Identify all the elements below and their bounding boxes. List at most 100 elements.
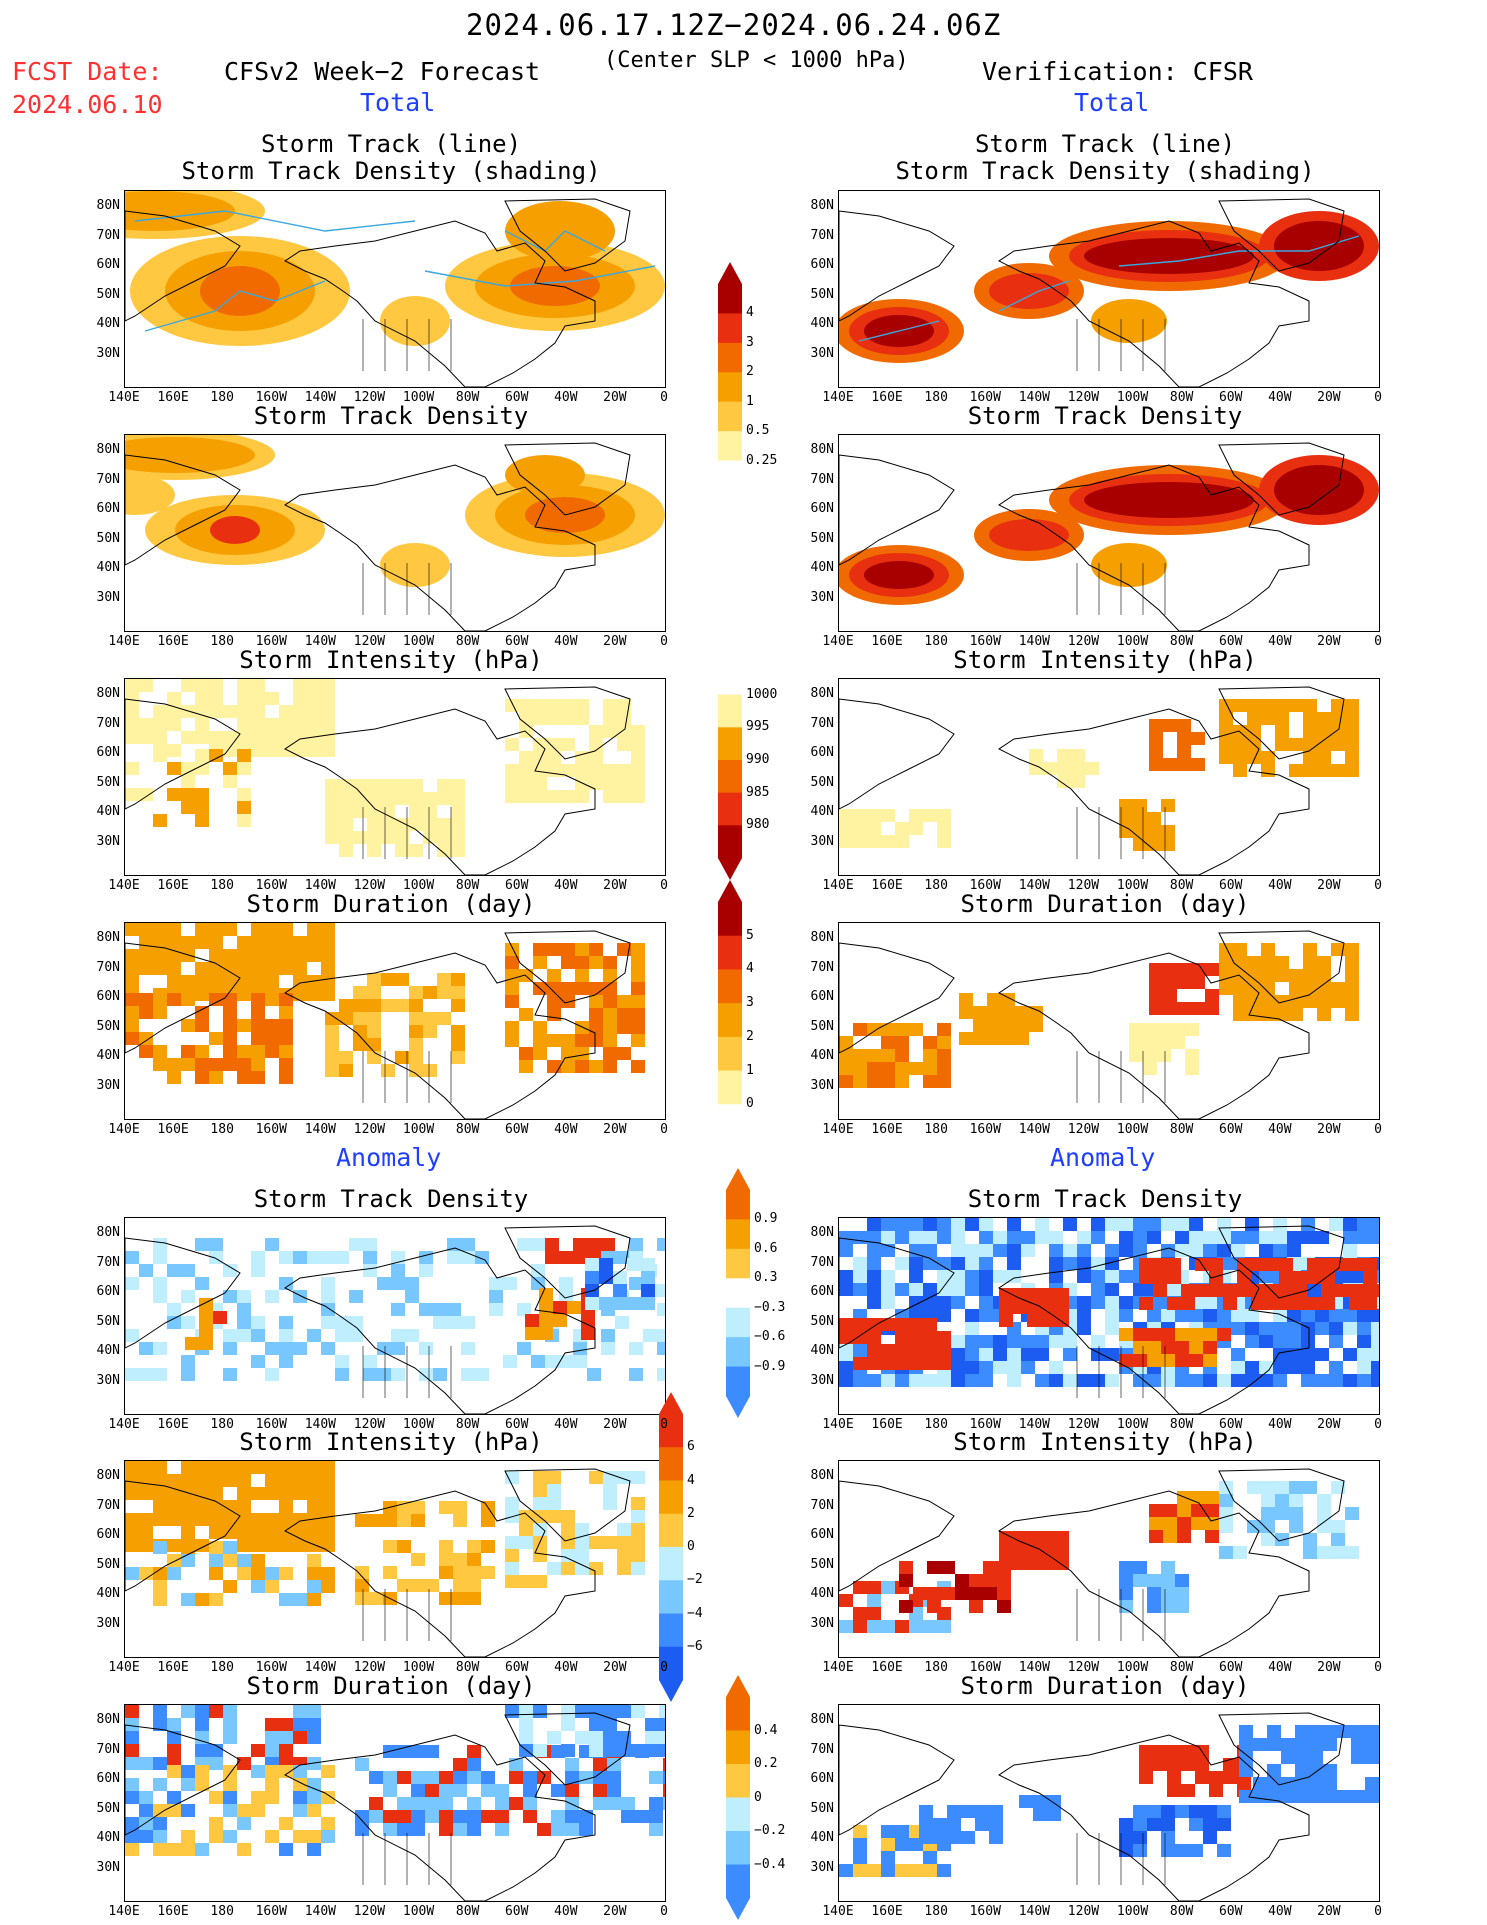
latitude-tick-label: 50N	[810, 1800, 834, 1816]
field-cell	[209, 993, 223, 1006]
field-cell	[933, 1831, 947, 1844]
field-cell	[923, 1344, 937, 1357]
field-cell	[1365, 1725, 1379, 1738]
field-cell	[599, 1297, 613, 1310]
field-cell	[533, 1575, 547, 1588]
longitude-tick-label: 40W	[554, 1122, 578, 1137]
field-cell	[867, 1607, 881, 1620]
field-cell	[321, 1830, 335, 1843]
longitude-tick-label: 100W	[1116, 878, 1149, 893]
field-cell	[1287, 1231, 1301, 1244]
field-cell	[589, 1034, 603, 1047]
field-cell	[1315, 1322, 1329, 1335]
field-cell	[223, 1513, 237, 1526]
latitude-tick-label: 80N	[96, 1468, 120, 1483]
field-cell	[579, 1771, 593, 1784]
latitude-tick-label: 40N	[96, 1830, 120, 1845]
field-cell	[617, 995, 631, 1008]
colorbar-segment	[659, 1547, 683, 1581]
longitude-tick-label: 100W	[1116, 1904, 1149, 1919]
field-cell	[195, 679, 209, 692]
field-cell	[181, 1058, 195, 1071]
latitude-tick-label: 70N	[96, 227, 120, 243]
field-cell	[617, 1536, 631, 1549]
field-cell	[1189, 1844, 1203, 1857]
field-cell	[1217, 1818, 1231, 1831]
field-cell	[251, 1264, 265, 1277]
field-cell	[153, 1487, 167, 1500]
field-cell	[1357, 1361, 1371, 1374]
field-cell	[265, 1718, 279, 1731]
field-cell	[1163, 963, 1177, 976]
field-cell	[1181, 1297, 1195, 1310]
field-cell	[237, 814, 251, 827]
field-cell	[321, 1251, 335, 1264]
field-cell	[839, 1283, 853, 1296]
field-cell	[881, 1357, 895, 1370]
field-cell	[355, 1514, 369, 1527]
field-cell	[1317, 764, 1331, 777]
field-cell	[617, 1008, 631, 1021]
field-cell	[575, 1047, 589, 1060]
field-cell	[467, 1797, 481, 1810]
subtitle: (Center SLP < 1000 hPa)	[604, 48, 909, 73]
field-cell	[383, 1514, 397, 1527]
field-cell	[1007, 1244, 1021, 1257]
field-cell	[1161, 1818, 1175, 1831]
field-cell	[353, 1038, 367, 1051]
field-cell	[1259, 1361, 1273, 1374]
field-cell	[1189, 1244, 1203, 1257]
field-cell	[265, 718, 279, 731]
field-cell	[139, 923, 153, 936]
field-cell	[467, 1758, 481, 1771]
field-cell	[1033, 1808, 1047, 1821]
field-cell	[209, 1513, 223, 1526]
field-cell	[533, 699, 547, 712]
field-cell	[223, 775, 237, 788]
field-cell	[237, 801, 251, 814]
map-svg	[125, 1225, 665, 1414]
colorbar-segment	[726, 1797, 750, 1832]
field-cell	[325, 792, 339, 805]
field-cell	[895, 835, 909, 848]
field-cell	[1303, 1546, 1317, 1559]
colorbar-intensity-anom	[659, 1392, 683, 1702]
coastline	[998, 1490, 1310, 1657]
field-cell	[1331, 982, 1345, 995]
field-cell	[153, 1843, 167, 1856]
field-cell	[617, 790, 631, 803]
coastline	[1218, 930, 1345, 1004]
field-cell	[951, 1231, 965, 1244]
field-cell	[139, 1567, 153, 1580]
field-cell	[1317, 712, 1331, 725]
field-cell	[1133, 1283, 1147, 1296]
longitude-tick-label: 160E	[157, 1417, 189, 1432]
field-cell	[391, 1277, 405, 1290]
field-cell	[1357, 1335, 1371, 1348]
field-cell	[209, 749, 223, 762]
field-cell	[1233, 699, 1247, 712]
field-cell	[617, 1021, 631, 1034]
longitude-tick-label: 0	[660, 1660, 668, 1675]
total-label-left: Total	[360, 88, 436, 117]
panel-title-intensity-right: Storm Intensity (hPa)	[953, 646, 1257, 674]
field-cell	[223, 762, 237, 775]
latitude-tick-label: 40N	[810, 1343, 834, 1358]
field-cell	[265, 731, 279, 744]
colorbar-segment	[718, 1036, 742, 1072]
field-cell	[839, 1036, 853, 1049]
field-cell	[1357, 1231, 1371, 1244]
field-cell	[1029, 1006, 1043, 1019]
field-cell	[237, 692, 251, 705]
field-cell	[423, 986, 437, 999]
field-cell	[167, 1843, 181, 1856]
field-cell	[951, 1244, 965, 1257]
colorbar-tip	[718, 1138, 742, 1160]
map-panel	[124, 190, 666, 388]
field-cell	[153, 1817, 167, 1830]
field-cell	[167, 718, 181, 731]
field-cell	[195, 1705, 209, 1718]
field-cell	[1345, 956, 1359, 969]
fcst-date-label: FCST Date:	[12, 57, 163, 86]
field-cell	[181, 1316, 195, 1329]
